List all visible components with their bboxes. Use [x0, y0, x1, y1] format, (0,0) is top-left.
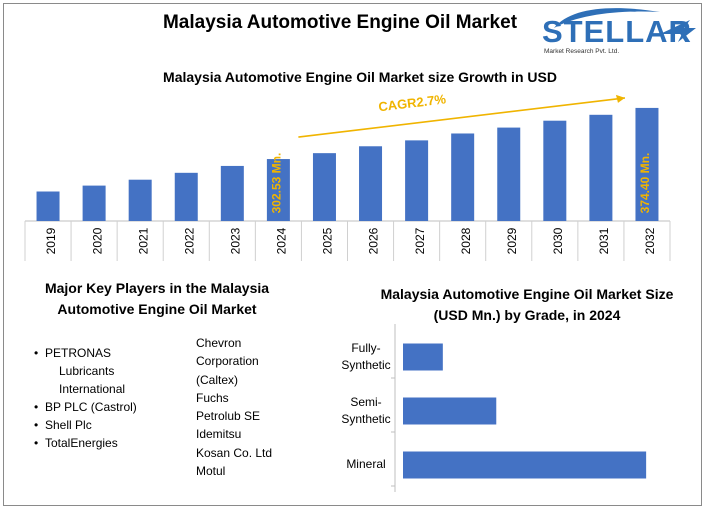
player-line: Fuchs — [196, 390, 229, 405]
bar — [36, 191, 60, 221]
bar — [403, 451, 647, 479]
tick-label: 2021 — [136, 227, 150, 254]
logo-swoosh — [554, 8, 660, 28]
bar — [128, 179, 152, 221]
tick-label: 2022 — [182, 227, 196, 254]
player-line: Corporation — [196, 354, 259, 369]
page-title: Malaysia Automotive Engine Oil Market — [162, 12, 518, 33]
player-item: BP PLC (Castrol) — [32, 398, 182, 416]
cagr-arrowhead-icon — [615, 94, 625, 103]
tick-label: 2030 — [551, 227, 565, 254]
tick-label: 2026 — [367, 227, 381, 254]
key-players-title-line1: Major Key Players in the Malaysia — [44, 280, 270, 296]
player-line: International — [59, 382, 126, 396]
logo-arrow-icon — [660, 20, 696, 42]
key-players-list-left: PETRONAS Lubricants International BP PLC… — [32, 344, 182, 452]
category-label-line: Synthetic — [341, 412, 390, 426]
tick-label: 2031 — [597, 227, 611, 254]
player-line: Idemitsu — [196, 427, 242, 442]
tick-label: 2032 — [643, 227, 657, 254]
player-line: Lubricants — [59, 364, 115, 378]
key-players-list-right: Chevron Corporation (Caltex) Fuchs Petro… — [196, 334, 316, 480]
player-item: Shell Plc — [32, 416, 182, 434]
tick-label: 2028 — [459, 227, 473, 254]
bar — [403, 397, 497, 425]
bar — [82, 185, 106, 221]
bar — [174, 172, 198, 221]
bar — [589, 114, 613, 221]
tick-label: 2025 — [321, 227, 335, 254]
category-label-line: Synthetic — [341, 358, 390, 372]
player-line: Kosan Co. Ltd — [196, 445, 273, 460]
bar — [405, 140, 429, 221]
player-line: Shell Plc — [45, 418, 92, 432]
bar — [266, 159, 290, 221]
category-label: Fully- Synthetic — [341, 341, 390, 372]
player-line: PETRONAS — [45, 346, 112, 360]
category-label: Mineral — [346, 457, 385, 471]
tick-label: 2029 — [505, 227, 519, 254]
player-line: Petrolub SE — [196, 409, 261, 424]
bar — [543, 120, 567, 221]
bar — [359, 146, 383, 221]
data-label: 374.40 Mn. — [638, 153, 652, 214]
tick-label: 2024 — [275, 227, 289, 254]
category-label-line: Semi- — [350, 395, 381, 409]
bar — [497, 127, 521, 221]
bar — [312, 153, 336, 221]
page-frame — [3, 3, 702, 506]
category-label-line: Mineral — [346, 457, 385, 471]
player-line: Chevron — [196, 336, 242, 350]
cagr-arrow-line — [298, 97, 626, 138]
bar — [451, 133, 475, 221]
key-players-title: Major Key Players in the Malaysia Automo… — [22, 278, 292, 320]
chart2-title: Malaysia Automotive Engine Oil Market Si… — [380, 286, 674, 323]
bar — [403, 343, 443, 371]
category-label-line: Fully- — [351, 341, 380, 355]
key-players-title-line2: Automotive Engine Oil Market — [57, 301, 257, 317]
bar — [220, 165, 244, 221]
player-line: BP PLC (Castrol) — [45, 400, 137, 414]
category-label: Semi- Synthetic — [341, 395, 390, 426]
player-line: Motul — [196, 464, 226, 479]
tick-label: 2027 — [413, 227, 427, 254]
bar — [635, 107, 659, 221]
logo-tagline: Market Research Pvt. Ltd. — [544, 48, 619, 55]
player-line: TotalEnergies — [45, 436, 118, 450]
player-item: TotalEnergies — [32, 434, 182, 452]
stellar-logo: STELLAR Market Research Pvt. Ltd. — [542, 8, 696, 55]
tick-label: 2019 — [44, 227, 58, 254]
chart1-title: Malaysia Automotive Engine Oil Market si… — [163, 69, 557, 85]
player-item: PETRONAS Lubricants International — [32, 344, 182, 398]
data-label: 302.53 Mn. — [270, 153, 284, 214]
tick-label: 2023 — [228, 227, 242, 254]
tick-label: 2020 — [90, 227, 104, 254]
player-line: (Caltex) — [196, 372, 239, 387]
